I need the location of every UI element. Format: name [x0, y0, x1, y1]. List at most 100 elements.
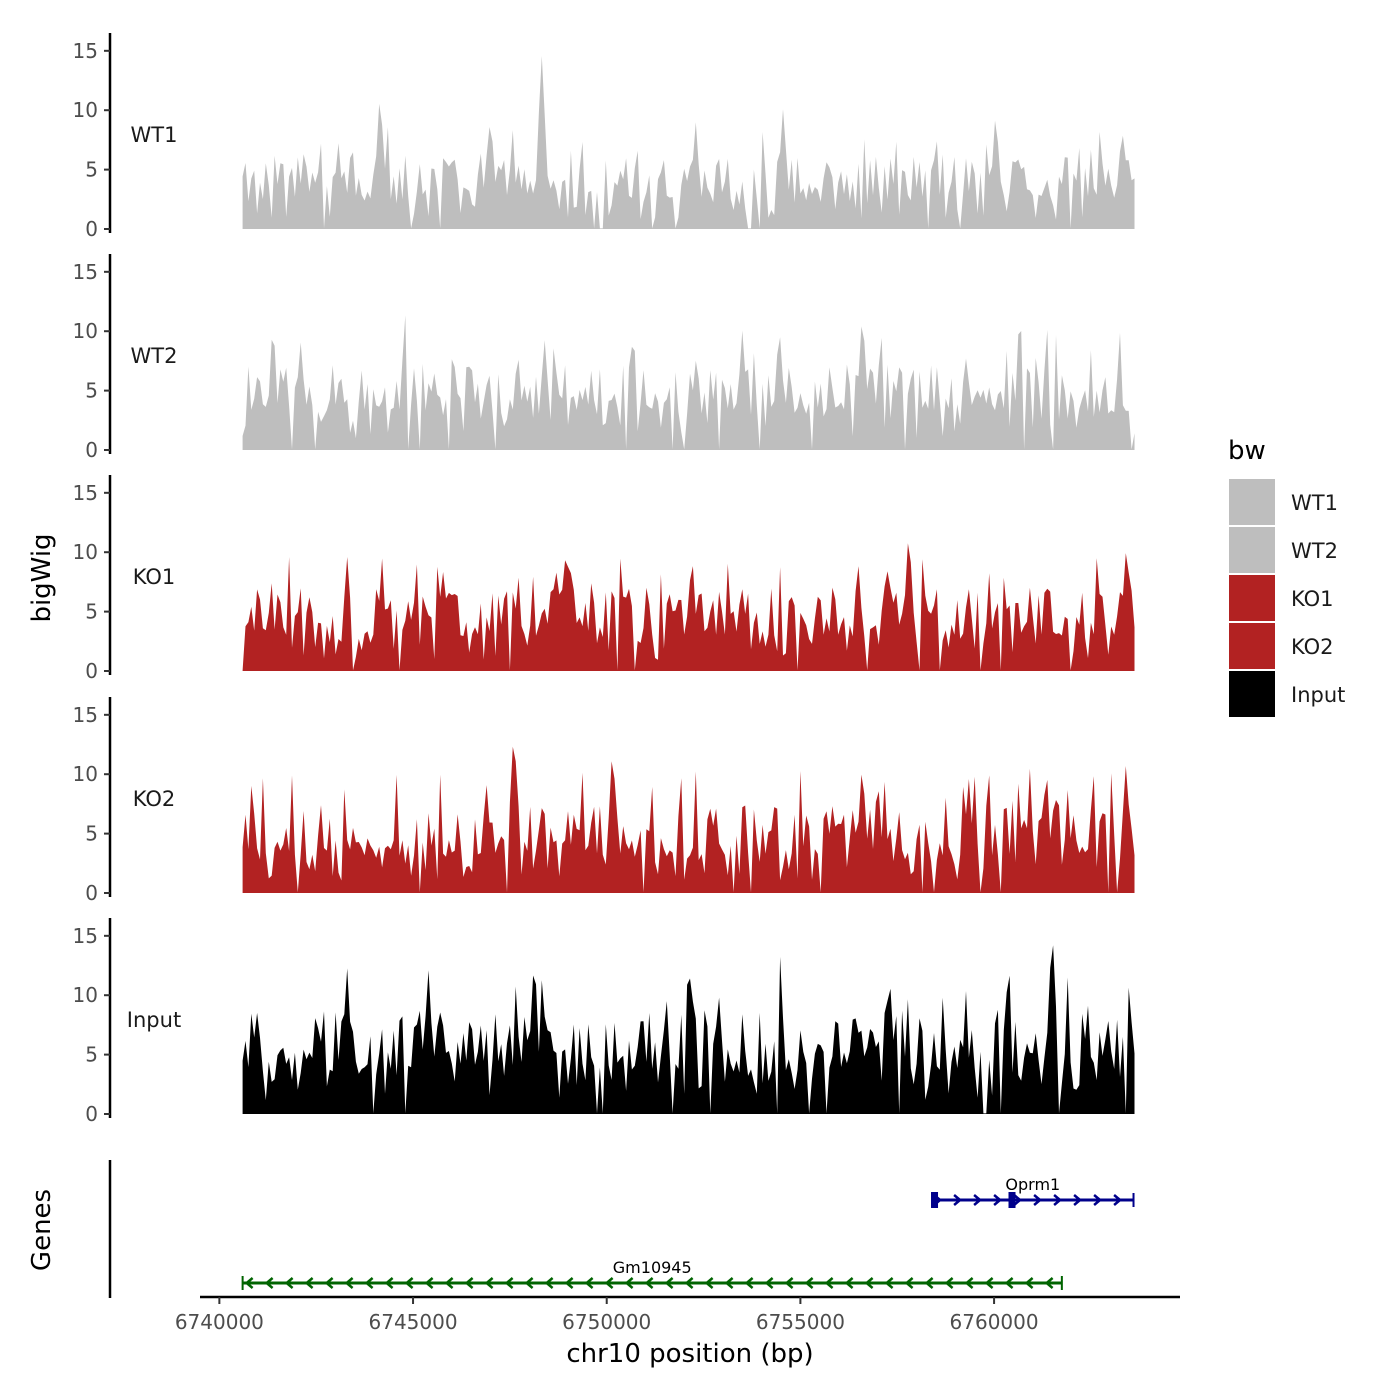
signal-area-input [242, 945, 1135, 1114]
legend-label-input: Input [1291, 683, 1345, 707]
y-tick-label: 0 [85, 881, 98, 905]
x-tick-label: 6755000 [756, 1310, 845, 1334]
strand-arrow [284, 1277, 294, 1289]
legend-label-ko1: KO1 [1291, 587, 1334, 611]
y-tick-label: 15 [73, 481, 98, 505]
legend-label-ko2: KO2 [1291, 635, 1334, 659]
signal-area-wt2 [242, 315, 1135, 450]
x-tick-label: 6750000 [562, 1310, 651, 1334]
signal-area-ko1 [242, 543, 1135, 671]
strand-arrow [624, 1277, 634, 1289]
legend-swatch-ko2 [1229, 623, 1275, 669]
strand-arrow [424, 1277, 434, 1289]
strand-arrow [973, 1194, 983, 1206]
track-wt2: 0 5 10 15 WT2 [73, 254, 1135, 462]
strand-arrow [993, 1194, 1003, 1206]
gene-label: Oprm1 [1005, 1175, 1060, 1194]
strand-arrow [664, 1277, 674, 1289]
exon [1008, 1192, 1016, 1208]
legend-title: bw [1228, 436, 1266, 466]
legend-swatch-input [1229, 671, 1275, 717]
strand-arrow [964, 1277, 974, 1289]
strand-arrow [504, 1277, 514, 1289]
gene-gm10945: Gm10945 [241, 1258, 1063, 1290]
y-tick-label: 5 [85, 379, 98, 403]
y-tick-label: 10 [73, 319, 98, 343]
x-tick-label: 6760000 [950, 1310, 1039, 1334]
strand-arrow [404, 1277, 414, 1289]
y-tick-label: 5 [85, 822, 98, 846]
y-tick-label: 15 [73, 924, 98, 948]
track-label: WT1 [131, 123, 178, 147]
signal-area-ko2 [242, 746, 1135, 893]
y-tick-label: 10 [73, 762, 98, 786]
strand-arrow [824, 1277, 834, 1289]
legend-swatch-wt2 [1229, 527, 1275, 573]
legend-label-wt1: WT1 [1291, 491, 1338, 515]
gene-label: Gm10945 [613, 1258, 692, 1277]
y-tick-label: 0 [85, 438, 98, 462]
signal-area-wt1 [242, 56, 1135, 229]
axes-layer: 6740000 6745000 6750000 6755000 6760000 [108, 1160, 1180, 1334]
strand-arrow [804, 1277, 814, 1289]
strand-arrow [744, 1277, 754, 1289]
strand-arrow [324, 1277, 334, 1289]
strand-arrow [864, 1277, 874, 1289]
x-tick-label: 6745000 [369, 1310, 458, 1334]
strand-arrow [644, 1277, 654, 1289]
y-tick-label: 10 [73, 983, 98, 1007]
tracks-layer: 0 5 10 15 WT1 0 5 10 15 WT2 0 5 10 15 KO1 0 5 10 15 KO2 0 5 10… [73, 33, 1135, 1126]
strand-arrow [524, 1277, 534, 1289]
y-tick-label: 5 [85, 1043, 98, 1067]
gene-oprm1: Oprm1 [931, 1175, 1135, 1208]
legend-label-wt2: WT2 [1291, 539, 1338, 563]
strand-arrow [1113, 1194, 1123, 1206]
strand-arrow [953, 1194, 963, 1206]
track-label: KO2 [133, 787, 176, 811]
exon [931, 1192, 939, 1208]
y-tick-label: 10 [73, 540, 98, 564]
track-ko1: 0 5 10 15 KO1 [73, 475, 1135, 683]
strand-arrow [444, 1277, 454, 1289]
strand-arrow [1004, 1277, 1014, 1289]
legend: bw WT1 WT2 KO1 KO2 Input [1228, 436, 1345, 717]
strand-arrow [904, 1277, 914, 1289]
strand-arrow [484, 1277, 494, 1289]
strand-arrow [984, 1277, 994, 1289]
strand-arrow [784, 1277, 794, 1289]
strand-arrow [844, 1277, 854, 1289]
strand-arrow [764, 1277, 774, 1289]
strand-arrow [1033, 1194, 1043, 1206]
track-wt1: 0 5 10 15 WT1 [73, 33, 1135, 241]
strand-arrow [1073, 1194, 1083, 1206]
genes-axis-title: Genes [27, 1189, 57, 1271]
strand-arrow [604, 1277, 614, 1289]
strand-arrow [464, 1277, 474, 1289]
x-tick-label: 6740000 [175, 1310, 264, 1334]
track-label: Input [127, 1008, 181, 1032]
y-tick-label: 15 [73, 260, 98, 284]
strand-arrow [1044, 1277, 1054, 1289]
strand-arrow [924, 1277, 934, 1289]
strand-arrow [344, 1277, 354, 1289]
track-ko2: 0 5 10 15 KO2 [73, 697, 1135, 905]
legend-swatch-wt1 [1229, 479, 1275, 525]
y-tick-label: 5 [85, 600, 98, 624]
strand-arrow [1093, 1194, 1103, 1206]
strand-arrow [684, 1277, 694, 1289]
genes-layer: Oprm1 Gm10945 [241, 1175, 1135, 1290]
track-label: KO1 [133, 565, 176, 589]
y-tick-label: 0 [85, 1102, 98, 1126]
strand-arrow [304, 1277, 314, 1289]
strand-arrow [944, 1277, 954, 1289]
strand-arrow [584, 1277, 594, 1289]
y-tick-label: 5 [85, 158, 98, 182]
track-input: 0 5 10 15 Input [73, 918, 1135, 1126]
x-axis-title: chr10 position (bp) [566, 1339, 813, 1369]
strand-arrow [884, 1277, 894, 1289]
strand-arrow [244, 1277, 254, 1289]
strand-arrow [1024, 1277, 1034, 1289]
y-tick-label: 15 [73, 703, 98, 727]
y-axis-title: bigWig [27, 533, 57, 622]
